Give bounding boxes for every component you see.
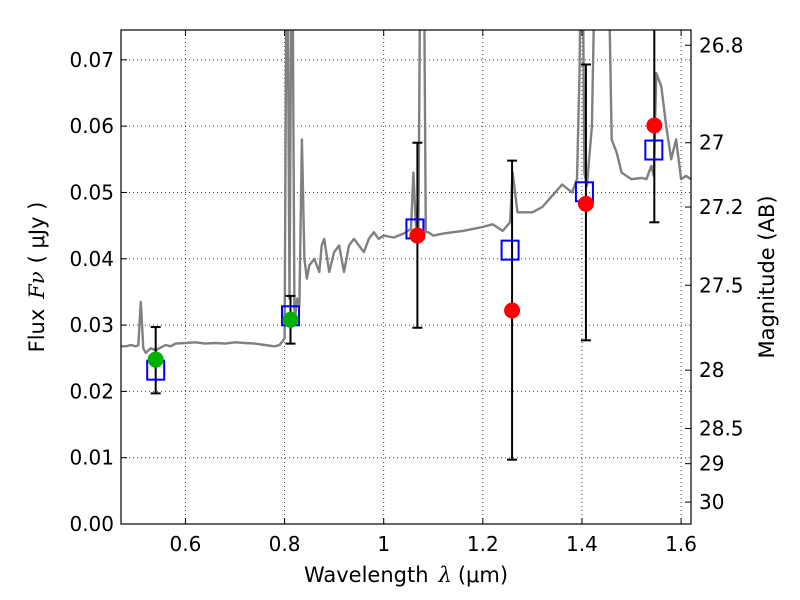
y-tick-label: 0.00 [69, 512, 114, 536]
observed-flux-point [646, 117, 663, 134]
y-tick-label: 0.06 [69, 114, 114, 138]
observed-flux-point [577, 195, 594, 212]
y-axis-label: FluxFν( μJy ) [25, 202, 49, 353]
y2-tick-label: 27 [699, 131, 724, 155]
y-tick-label: 0.04 [69, 247, 114, 271]
observed-flux-point [282, 311, 299, 328]
y-tick-label: 0.02 [69, 379, 114, 403]
y2-axis-label: Magnitude (AB) [755, 195, 779, 358]
y-tick-label: 0.03 [69, 313, 114, 337]
y2-tick-label: 28 [699, 358, 724, 382]
y2-tick-label: 26.8 [699, 33, 744, 57]
x-tick-label: 1.2 [467, 532, 499, 556]
x-tick-label: 0.6 [170, 532, 202, 556]
plot-area [121, 30, 691, 355]
y-tick-label: 0.05 [69, 180, 114, 204]
x-tick-label: 0.8 [269, 532, 301, 556]
observed-flux-point [147, 351, 164, 368]
observed-flux-point [409, 227, 426, 244]
model-spectrum-line [121, 30, 691, 355]
x-tick-label: 1 [377, 532, 390, 556]
model-flux-square [644, 139, 664, 161]
grid-lines [121, 30, 691, 525]
y2-tick-label: 27.5 [699, 273, 744, 297]
plot-frame [120, 29, 692, 525]
x-tick-label: 1.4 [566, 532, 598, 556]
x-tick-label: 1.6 [665, 532, 697, 556]
y2-tick-label: 28.5 [699, 417, 744, 441]
error-bars [146, 30, 664, 461]
y-tick-label: 0.07 [69, 48, 114, 72]
axis-ticks: 0.6 0.8 1 1.2 1.4 1.6 0.00 0.01 0.02 0.03 0.04 0.05… [69, 30, 744, 556]
model-flux-square [500, 239, 520, 261]
y2-tick-label: 29 [699, 452, 724, 476]
x-axis-label: Wavelength λ (μm) [304, 563, 508, 587]
y2-tick-label: 30 [699, 490, 724, 514]
observed-flux-point [504, 302, 521, 319]
y-tick-label: 0.01 [69, 446, 114, 470]
y2-tick-label: 27.2 [699, 195, 744, 219]
